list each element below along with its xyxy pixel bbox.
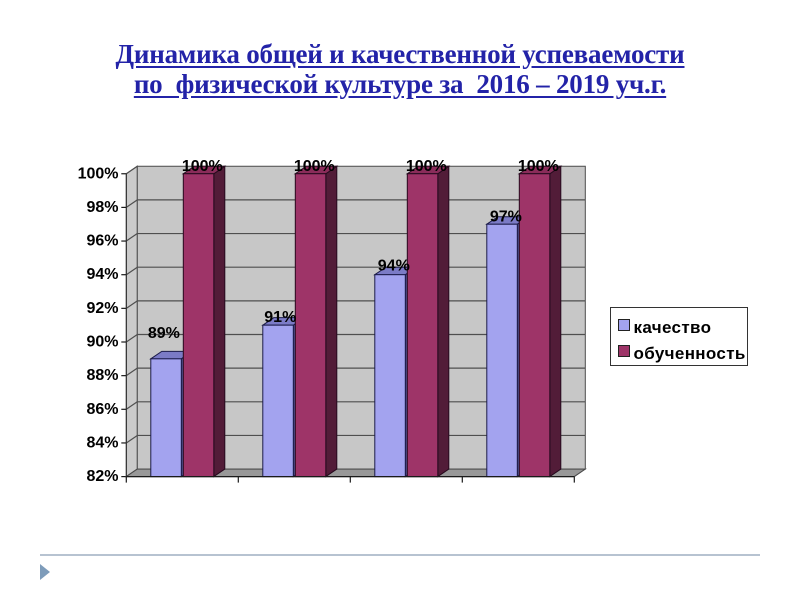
svg-text:90%: 90% <box>86 334 118 351</box>
svg-text:94%: 94% <box>378 258 410 275</box>
svg-text:100%: 100% <box>518 158 559 175</box>
svg-text:89%: 89% <box>148 325 180 342</box>
svg-text:100%: 100% <box>294 158 335 175</box>
svg-text:84%: 84% <box>86 434 118 451</box>
svg-text:86%: 86% <box>86 401 118 418</box>
svg-text:96%: 96% <box>86 233 118 250</box>
svg-text:94%: 94% <box>86 266 118 283</box>
svg-text:82%: 82% <box>86 468 118 485</box>
svg-text:88%: 88% <box>86 367 118 384</box>
svg-text:100%: 100% <box>406 158 447 175</box>
svg-text:100%: 100% <box>182 158 223 175</box>
svg-text:97%: 97% <box>490 209 522 226</box>
svg-text:92%: 92% <box>86 300 118 317</box>
svg-text:91%: 91% <box>264 309 296 326</box>
svg-text:98%: 98% <box>86 199 118 216</box>
svg-text:100%: 100% <box>78 165 119 182</box>
